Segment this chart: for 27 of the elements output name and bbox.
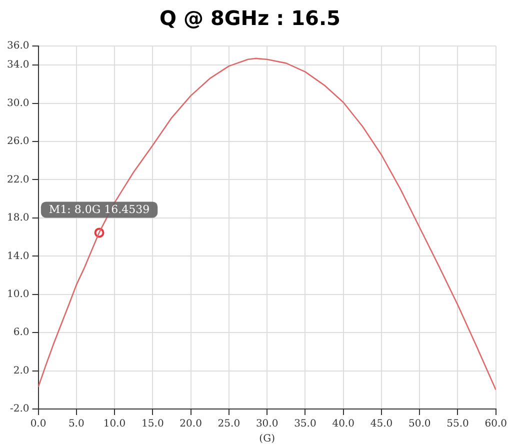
x-tick-label: 55.0 xyxy=(446,418,469,430)
y-tick-label: 6.0 xyxy=(13,327,30,338)
y-tick-label: 36.0 xyxy=(7,40,30,52)
y-tick-label: 26.0 xyxy=(7,136,30,148)
x-tick-label: 35.0 xyxy=(294,418,316,430)
x-tick-label: 40.0 xyxy=(332,418,354,430)
y-tick-label: 34.0 xyxy=(7,60,30,71)
y-tick-label: 22.0 xyxy=(7,174,30,186)
x-tick-label: 0.0 xyxy=(30,418,46,430)
y-tick-label: -2.0 xyxy=(10,404,30,415)
x-tick-label: 15.0 xyxy=(142,418,164,430)
x-axis-title: (G) xyxy=(259,434,276,445)
x-tick-label: 25.0 xyxy=(218,418,240,430)
y-tick-label: 30.0 xyxy=(7,98,30,109)
x-tick-label: 30.0 xyxy=(256,418,278,430)
x-tick-label: 5.0 xyxy=(68,418,84,430)
y-tick-label: 2.0 xyxy=(13,365,30,376)
x-tick-label: 10.0 xyxy=(103,418,126,430)
x-tick-label: 50.0 xyxy=(408,418,431,430)
x-tick-label: 20.0 xyxy=(180,418,202,430)
annotation: M1: 8.0G 16.4539 xyxy=(48,203,150,216)
x-tick-label: 60.0 xyxy=(484,418,507,430)
x-tick-label: 45.0 xyxy=(370,418,393,430)
y-tick-label: 14.0 xyxy=(7,250,30,262)
y-tick-label: 18.0 xyxy=(7,212,30,224)
chart-title: Q @ 8GHz : 16.5 xyxy=(160,6,340,30)
y-tick-label: 10.0 xyxy=(7,288,30,300)
